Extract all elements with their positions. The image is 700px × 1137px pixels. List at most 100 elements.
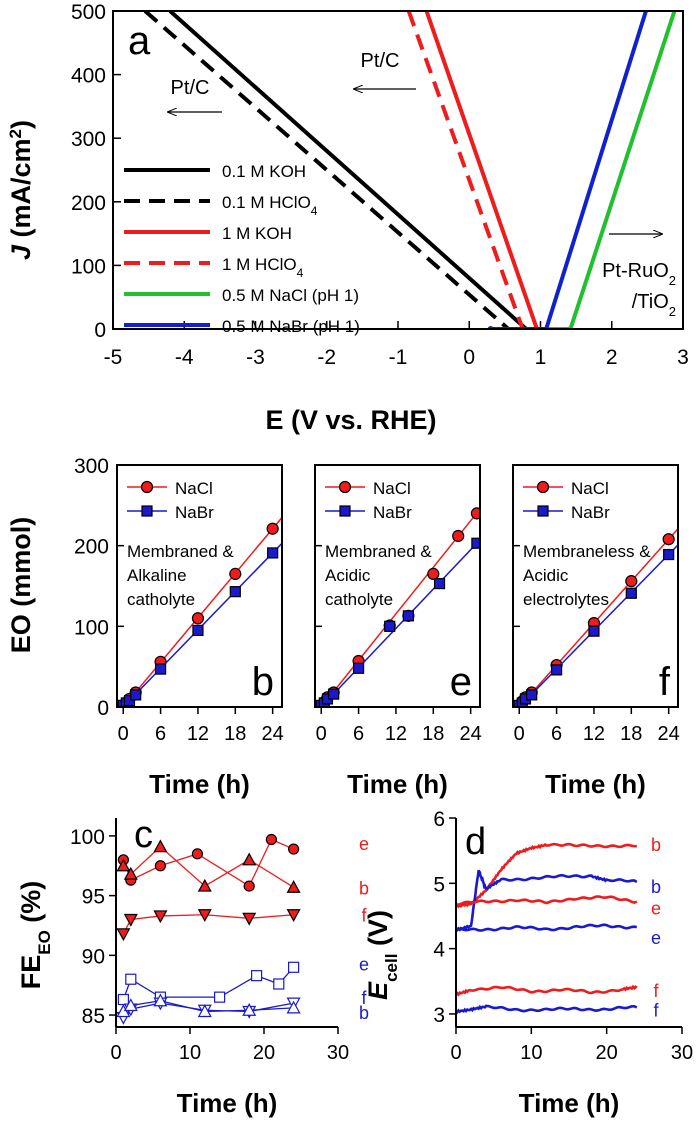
data-point xyxy=(471,537,480,549)
x-tick-label: 0 xyxy=(118,723,129,745)
series-line-3 xyxy=(406,11,541,329)
panel-a-chart: a J (mA/cm2) E (V vs. RHE) Pt/C Pt/C Pt-… xyxy=(6,1,689,435)
x-tick-label: 0 xyxy=(316,723,327,745)
data-point xyxy=(153,993,168,1007)
series-end-label: e xyxy=(359,954,369,974)
x-axis-label: Time (h) xyxy=(545,769,646,799)
x-tick-label: 6 xyxy=(353,723,364,745)
x-tick-label: 3 xyxy=(677,346,689,369)
data-point xyxy=(191,612,205,625)
data-point xyxy=(288,961,300,973)
legend-marker xyxy=(338,480,352,494)
y-tick-label: 95 xyxy=(82,886,105,909)
panel-a-axis-ticks: -5 -4 -3 -2 -1 0 1 2 3 0 100 200 300 400 500 xyxy=(71,1,689,369)
x-tick-label: 0 xyxy=(463,346,475,369)
annotation-pt-c-left: Pt/C xyxy=(171,77,210,99)
panel-note-line: catholyte xyxy=(325,590,393,609)
series-group xyxy=(513,528,678,707)
data-point xyxy=(588,625,600,637)
x-tick-label: 30 xyxy=(327,1042,349,1064)
series-line-0 xyxy=(168,11,541,329)
data-point xyxy=(197,909,212,922)
y-tick-label: 200 xyxy=(74,536,109,559)
data-point xyxy=(663,548,675,561)
trace-5 xyxy=(455,1004,638,1015)
x-tick-label: -3 xyxy=(246,346,265,369)
x-tick-label: 0 xyxy=(110,1042,121,1064)
x-tick-label: -1 xyxy=(389,346,408,369)
data-point xyxy=(286,1000,301,1014)
data-point xyxy=(286,880,301,893)
legend-label-3: 1 M HClO4 xyxy=(222,255,304,280)
data-point xyxy=(153,839,168,853)
x-tick-label: -4 xyxy=(175,346,194,369)
annotation-anode-2: /TiO2 xyxy=(632,291,676,319)
series-group xyxy=(315,507,480,707)
legend-marker xyxy=(339,505,351,517)
panel-letter-d: d xyxy=(465,821,486,863)
x-axis-label: Time (h) xyxy=(347,769,448,799)
data-point xyxy=(402,610,414,622)
series-trend-0 xyxy=(122,517,282,707)
data-point xyxy=(267,547,279,559)
data-point xyxy=(130,689,142,701)
x-tick-label: 1 xyxy=(535,346,547,369)
series-end-label: b xyxy=(651,877,661,897)
x-tick-label: 12 xyxy=(583,723,605,745)
data-point xyxy=(229,567,242,581)
y-tick-label: 100 xyxy=(70,826,105,849)
panel-c-ylabel: FEEO (%) xyxy=(16,881,54,990)
trace-3 xyxy=(455,923,637,932)
series-end-label: e xyxy=(651,928,661,948)
data-point xyxy=(229,586,241,598)
data-point xyxy=(214,991,226,1003)
legend-label: NaBr xyxy=(571,503,610,522)
panel-f-chart: 0 6 12 18 24 NaCl NaBr Membraneless & Acidic elec… xyxy=(512,464,680,799)
x-tick-label: 0 xyxy=(514,723,525,745)
legend-label: NaCl xyxy=(175,479,213,498)
y-tick-label: 500 xyxy=(71,1,106,24)
series-line-5 xyxy=(490,11,648,329)
panel-a-frame xyxy=(112,10,684,330)
panel-note-line: Alkaline xyxy=(127,566,187,585)
y-tick-label: 6 xyxy=(433,808,445,831)
y-tick-label: 3 xyxy=(433,1004,445,1027)
data-point xyxy=(125,973,137,985)
series-end-label: e xyxy=(651,899,661,919)
series-line-2 xyxy=(424,11,545,329)
legend-label-5: 0.5 M NaBr (pH 1) xyxy=(222,317,360,336)
data-point xyxy=(116,858,131,872)
x-tick-label: 30 xyxy=(671,1042,693,1064)
legend-label-1: 0.1 M HClO4 xyxy=(222,193,318,218)
series-trend-0 xyxy=(320,508,480,707)
series-end-label: b xyxy=(651,835,661,855)
panel-letter-f: f xyxy=(659,660,671,704)
series-line-3 xyxy=(122,966,295,1000)
x-tick-label: 20 xyxy=(253,1042,275,1064)
x-tick-label: 12 xyxy=(187,723,209,745)
data-point xyxy=(433,577,446,590)
x-tick-label: 6 xyxy=(155,723,166,745)
x-tick-label: 2 xyxy=(606,346,618,369)
panel-b-ylabel: EO (mmol) xyxy=(6,517,36,654)
data-point xyxy=(273,978,285,990)
annotation-anode-1: Pt-RuO2 xyxy=(602,260,676,288)
data-point xyxy=(470,507,480,520)
x-axis-label: Time (h) xyxy=(519,1088,620,1118)
trace-4 xyxy=(455,984,638,997)
legend-label: NaBr xyxy=(175,503,214,522)
data-point xyxy=(526,689,538,701)
legend-marker xyxy=(141,505,153,517)
x-tick-label: 24 xyxy=(262,723,284,745)
series-line-1 xyxy=(143,11,541,329)
y-tick-label: 4 xyxy=(433,939,445,962)
y-tick-label: 0 xyxy=(97,697,109,720)
plot-frame xyxy=(314,464,481,708)
x-tick-label: 20 xyxy=(596,1042,618,1064)
panel-letter-a: a xyxy=(128,19,151,63)
data-point xyxy=(197,878,212,892)
data-point xyxy=(242,1003,257,1016)
panel-a-xlabel: E (V vs. RHE) xyxy=(265,405,436,435)
